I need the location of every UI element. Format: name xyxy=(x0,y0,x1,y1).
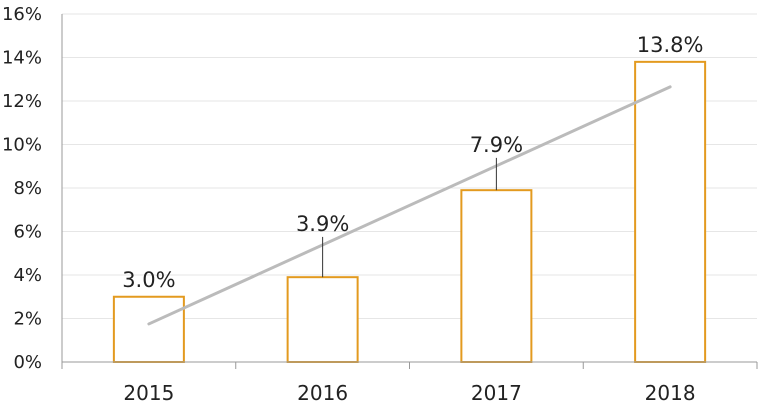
y-tick-label: 14% xyxy=(2,48,42,69)
bar-2015 xyxy=(112,295,185,363)
bar-2018 xyxy=(634,60,707,363)
data-label-2016: 3.9% xyxy=(296,212,349,236)
data-label-2017: 7.9% xyxy=(470,133,523,157)
x-axis: 2015 2016 2017 2018 xyxy=(61,361,758,405)
y-tick-label: 6% xyxy=(13,222,42,243)
trendline-group xyxy=(147,85,672,326)
x-tick-label: 2016 xyxy=(297,381,348,405)
bar-2017 xyxy=(460,189,533,363)
y-tick-label: 2% xyxy=(13,309,42,330)
data-labels: 3.0% 3.9% 7.9% 13.8% xyxy=(122,33,703,292)
y-tick-label: 4% xyxy=(13,265,42,286)
y-tick-label: 12% xyxy=(2,91,42,112)
x-tick-label: 2018 xyxy=(645,381,696,405)
y-tick-label: 10% xyxy=(2,135,42,156)
data-label-2015: 3.0% xyxy=(122,268,175,292)
bars xyxy=(112,60,707,363)
y-tick-label: 16% xyxy=(2,4,42,25)
gridlines xyxy=(62,13,757,319)
y-tick-label: 0% xyxy=(13,352,42,373)
data-label-2018: 13.8% xyxy=(637,33,704,57)
x-tick-label: 2017 xyxy=(471,381,522,405)
trendline xyxy=(147,85,672,326)
x-tick-label: 2015 xyxy=(123,381,174,405)
y-tick-label: 8% xyxy=(13,178,42,199)
bar-2016 xyxy=(286,276,359,363)
y-axis: 0% 2% 4% 6% 8% 10% 12% 14% 16% xyxy=(2,4,63,373)
